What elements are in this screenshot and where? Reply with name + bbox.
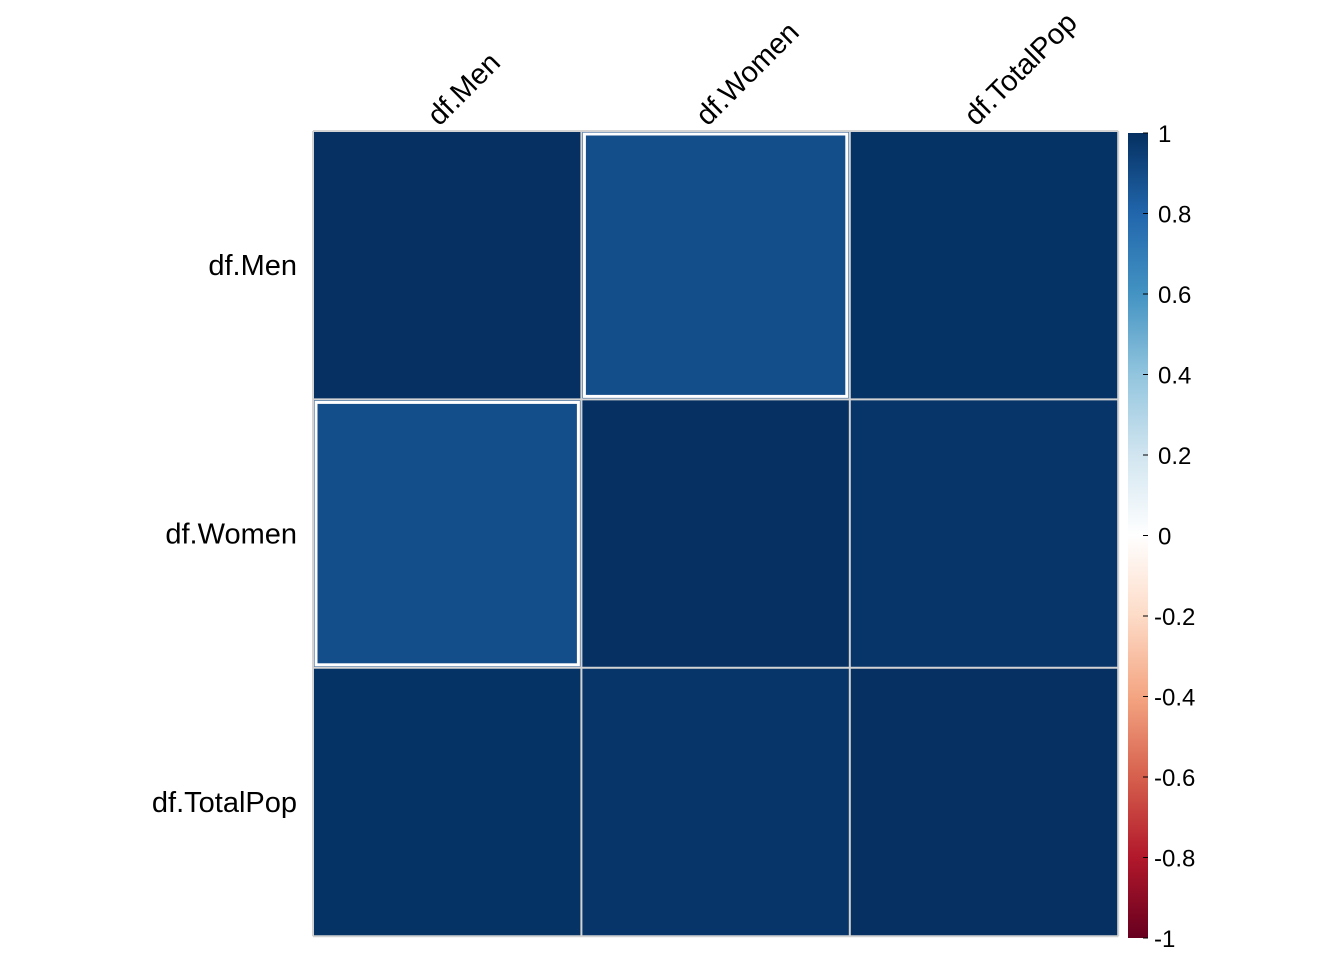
colorbar-tick-label: 1 (1158, 121, 1171, 148)
colorbar-tick-label: -1 (1154, 926, 1175, 953)
colorbar-tick-label: -0.4 (1154, 685, 1195, 712)
row-labels: df.Men df.Women df.TotalPop (152, 250, 297, 819)
colorbar: 1 0.8 0.6 0.4 0.2 0 -0.2 -0.4 -0.6 -0.8 -1 (1128, 121, 1195, 953)
highlight-frame-0-1 (582, 132, 849, 398)
colorbar-tick-label: 0.4 (1158, 363, 1191, 390)
heatmap-grid (312, 130, 1120, 938)
colorbar-gradient (1128, 133, 1148, 938)
colorbar-tick-label: 0.2 (1158, 443, 1191, 470)
highlight-frame-1-0 (314, 400, 580, 667)
heatmap-cell-2-2 (849, 667, 1119, 937)
heatmap-cell-2-1 (581, 667, 850, 937)
heatmap-cell-2-0 (313, 667, 582, 937)
row-label: df.Men (208, 250, 297, 282)
column-label: df.TotalPop (958, 7, 1083, 132)
heatmap-cell-1-2 (849, 399, 1119, 668)
heatmap-cell-1-0 (313, 399, 582, 668)
row-label: df.TotalPop (152, 787, 297, 819)
colorbar-tick-label: -0.6 (1154, 765, 1195, 792)
colorbar-tick-label: -0.8 (1154, 846, 1195, 873)
colorbar-tick-label: 0.8 (1158, 202, 1191, 229)
column-labels: df.Men df.Women df.TotalPop (422, 7, 1084, 132)
colorbar-tick-label: 0 (1158, 524, 1171, 551)
colorbar-tick-label: -0.2 (1154, 604, 1195, 631)
column-label: df.Women (690, 16, 806, 132)
cell-highlights (314, 132, 849, 667)
heatmap-cell-0-1 (581, 131, 850, 400)
heatmap-cells (313, 131, 1119, 937)
heatmap-cell-0-2 (849, 131, 1119, 400)
row-label: df.Women (165, 519, 297, 551)
column-label: df.Men (422, 47, 507, 132)
colorbar-tick-label: 0.6 (1158, 282, 1191, 309)
heatmap-cell-0-0 (313, 131, 582, 400)
heatmap-cell-1-1 (581, 399, 850, 668)
